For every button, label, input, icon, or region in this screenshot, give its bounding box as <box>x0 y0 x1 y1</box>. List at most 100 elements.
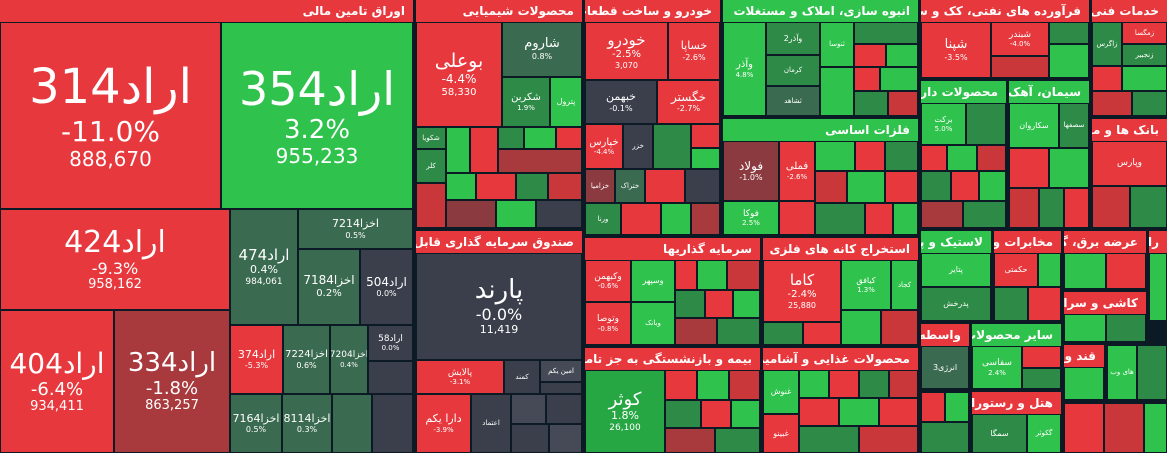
tile-khegostar[interactable]: خگستر -2.7% <box>657 80 720 124</box>
tile-filler[interactable] <box>889 370 918 398</box>
tile-filler[interactable] <box>779 201 815 235</box>
tile-hekmati[interactable]: حکمتی <box>994 253 1038 287</box>
tile-filler[interactable] <box>888 91 918 116</box>
tile-filler[interactable] <box>516 173 548 200</box>
tile-filler[interactable] <box>727 260 760 290</box>
tile-filler[interactable] <box>416 183 446 228</box>
tile-filler[interactable] <box>675 260 697 290</box>
tile-irad474[interactable]: اراد474 0.4% 984,061 <box>230 209 298 325</box>
tile-filler[interactable] <box>977 145 1006 171</box>
tile-filler[interactable] <box>1009 148 1049 188</box>
tile-ghbino[interactable]: غبینو <box>763 414 799 453</box>
tile-patayr[interactable]: پتایر <box>921 253 991 287</box>
tile-filler[interactable] <box>803 322 841 345</box>
tile-palayesh[interactable]: پالایش -3.1% <box>416 360 504 394</box>
tile-filler[interactable] <box>799 426 859 453</box>
tile-filler[interactable] <box>691 148 720 169</box>
tile-vatousa[interactable]: وتوصا -0.8% <box>585 302 631 345</box>
tile-filler[interactable] <box>705 290 733 318</box>
tile-akhza7204[interactable]: اخزا7204 0.4% <box>330 325 368 394</box>
tile-khtrak[interactable]: ختراک <box>615 169 645 203</box>
tile-filler[interactable] <box>661 203 691 235</box>
tile-filler[interactable] <box>854 22 918 44</box>
tile-irad374[interactable]: اراد374 -5.3% <box>230 325 283 394</box>
tile-shana[interactable]: شپنا -3.5% <box>921 22 991 78</box>
tile-kharis[interactable]: خپارس -4.4% <box>585 124 623 169</box>
tile-filler[interactable] <box>540 382 582 394</box>
tile-aminyekom[interactable]: امین یکم <box>540 360 582 382</box>
tile-shekarbon[interactable]: شکربن 1.9% <box>502 77 550 127</box>
tile-safasi[interactable]: سفاسی 2.4% <box>972 346 1022 389</box>
tile-filler[interactable] <box>854 91 888 116</box>
tile-filler[interactable] <box>470 127 498 173</box>
tile-filler[interactable] <box>665 400 701 428</box>
tile-filler[interactable] <box>886 44 918 67</box>
tile-haypi[interactable]: های وب <box>1107 345 1137 400</box>
tile-kama[interactable]: کاما -2.4% 25,880 <box>763 260 841 322</box>
tile-filler[interactable] <box>951 171 979 201</box>
tile-zanjir[interactable]: زنجبیر <box>1122 44 1167 66</box>
tile-filler[interactable] <box>731 400 760 428</box>
tile-filler[interactable] <box>645 169 685 203</box>
tile-filler[interactable] <box>1064 367 1104 400</box>
tile-khbahman[interactable]: خبهمن -0.1% <box>585 80 657 124</box>
tile-filler[interactable] <box>1028 287 1061 321</box>
tile-filler[interactable] <box>476 173 516 200</box>
tile-akhza7224[interactable]: اخزا7224 0.6% <box>283 325 330 394</box>
tile-irad404[interactable]: اراد404 -6.4% 934,411 <box>0 310 114 453</box>
tile-filler[interactable] <box>966 103 1006 145</box>
tile-kamand[interactable]: کمند <box>504 360 540 394</box>
tile-filler[interactable] <box>665 370 697 400</box>
tile-zamgsa[interactable]: زمگسا <box>1122 22 1167 44</box>
tile-ghenush[interactable]: غنوش <box>763 370 799 414</box>
tile-khezer[interactable]: خزر <box>623 124 653 169</box>
tile-filler[interactable] <box>820 67 854 116</box>
tile-filler[interactable] <box>697 260 727 290</box>
tile-filler[interactable] <box>1039 188 1064 228</box>
tile-filler[interactable] <box>715 428 760 453</box>
tile-filler[interactable] <box>885 171 918 203</box>
tile-filler[interactable] <box>1149 253 1167 321</box>
tile-akhza8114[interactable]: اخزا8114 0.3% <box>282 394 332 453</box>
tile-filler[interactable] <box>446 127 470 173</box>
tile-foolad[interactable]: فولاد -1.0% <box>723 141 779 201</box>
tile-filler[interactable] <box>799 370 829 398</box>
tile-irad354[interactable]: اراد354 3.2% 955,233 <box>221 22 413 209</box>
tile-booali[interactable]: بوعلی -4.4% 58,330 <box>416 22 502 127</box>
tile-filler[interactable] <box>368 361 413 394</box>
tile-filler[interactable] <box>1137 345 1167 400</box>
tile-vazar[interactable]: وآذر 4.8% <box>723 22 766 116</box>
tile-filler[interactable] <box>1092 186 1130 228</box>
tile-ghakosar[interactable]: گکوثر <box>1027 414 1061 453</box>
tile-barkat[interactable]: برکت 5.0% <box>921 103 966 145</box>
tile-filler[interactable] <box>675 318 717 345</box>
tile-pardakht[interactable]: پدرخش <box>921 287 991 321</box>
tile-kaafagh[interactable]: کیافق 1.3% <box>841 260 891 310</box>
tile-filler[interactable] <box>511 424 549 453</box>
tile-filler[interactable] <box>1106 253 1146 289</box>
tile-filler[interactable] <box>498 127 524 149</box>
tile-filler[interactable] <box>859 370 889 398</box>
tile-shbandar[interactable]: شبندر -4.0% <box>991 22 1049 56</box>
tile-filler[interactable] <box>536 200 582 228</box>
tile-filler[interactable] <box>1092 66 1122 91</box>
tile-tesva[interactable]: ثنوسا <box>820 22 854 67</box>
tile-filler[interactable] <box>921 422 969 453</box>
tile-filler[interactable] <box>697 370 729 400</box>
tile-irad504[interactable]: اراد504 0.0% <box>360 249 413 325</box>
tile-filler[interactable] <box>446 200 496 228</box>
tile-filler[interactable] <box>865 203 893 235</box>
tile-sakarvan[interactable]: سکاروان <box>1009 103 1059 148</box>
tile-filler[interactable] <box>1122 66 1167 91</box>
tile-filler[interactable] <box>963 201 1006 228</box>
tile-filler[interactable] <box>1049 148 1089 188</box>
tile-filler[interactable] <box>1009 188 1039 228</box>
tile-filler[interactable] <box>1106 314 1146 342</box>
tile-irad424[interactable]: اراد424 -9.3% 958,162 <box>0 209 230 310</box>
tile-filler[interactable] <box>496 200 536 228</box>
tile-filler[interactable] <box>685 169 720 203</box>
tile-filler[interactable] <box>829 370 859 398</box>
tile-filler[interactable] <box>945 392 969 422</box>
tile-filler[interactable] <box>994 287 1028 321</box>
tile-filler[interactable] <box>839 398 879 426</box>
